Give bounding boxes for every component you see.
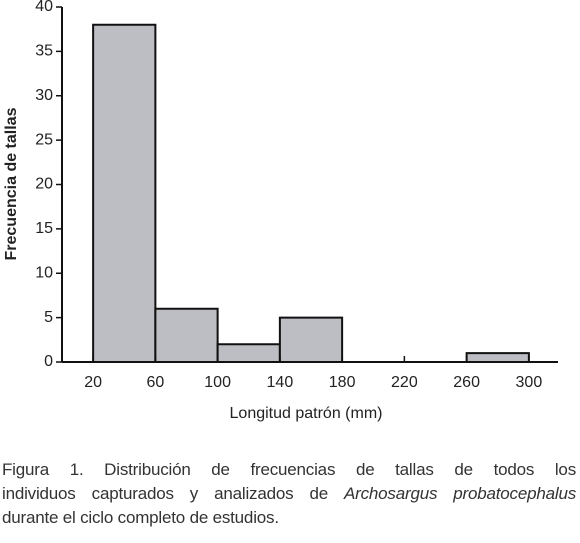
y-tick-label: 10 (35, 264, 53, 281)
chart: Longitud patrón (mm) Frecuencia de talla… (3, 0, 558, 422)
caption-line: Figura 1. Distribución de frecuencias de… (2, 460, 576, 479)
x-tick-label: 300 (516, 374, 543, 391)
y-tick-label: 35 (35, 43, 53, 60)
bar (465, 352, 530, 363)
y-tick-label: 15 (35, 220, 53, 237)
caption-line: individuos capturados y analizados de Ar… (2, 482, 576, 506)
y-tick-label: 20 (35, 176, 53, 193)
y-tick-label: 0 (44, 353, 53, 370)
species-name: Archosargus probatocephalus (344, 484, 576, 503)
x-tick-label: 260 (453, 374, 480, 391)
x-tick-label: 140 (267, 374, 294, 391)
y-tick-label: 5 (44, 309, 53, 326)
caption: Figura 1. Distribución de frecuencias de… (2, 458, 576, 530)
bar (154, 307, 219, 363)
y-tick-label: 25 (35, 131, 53, 148)
bar (216, 343, 281, 363)
x-axis-label: Longitud patrón (mm) (230, 405, 383, 422)
y-axis-label: Frecuencia de tallas (3, 107, 20, 260)
y-tick-label: 40 (35, 0, 53, 15)
caption-line: durante el ciclo completo de estudios. (2, 508, 279, 527)
bar (278, 316, 344, 363)
x-tick-label: 220 (391, 374, 418, 391)
x-tick-label: 100 (204, 374, 231, 391)
x-tick-label: 60 (146, 374, 164, 391)
y-tick-label: 30 (35, 87, 53, 104)
x-tick-label: 20 (84, 374, 102, 391)
x-tick-label: 180 (329, 374, 356, 391)
bar (92, 23, 157, 363)
caption-text: individuos capturados y analizados de (2, 484, 328, 503)
